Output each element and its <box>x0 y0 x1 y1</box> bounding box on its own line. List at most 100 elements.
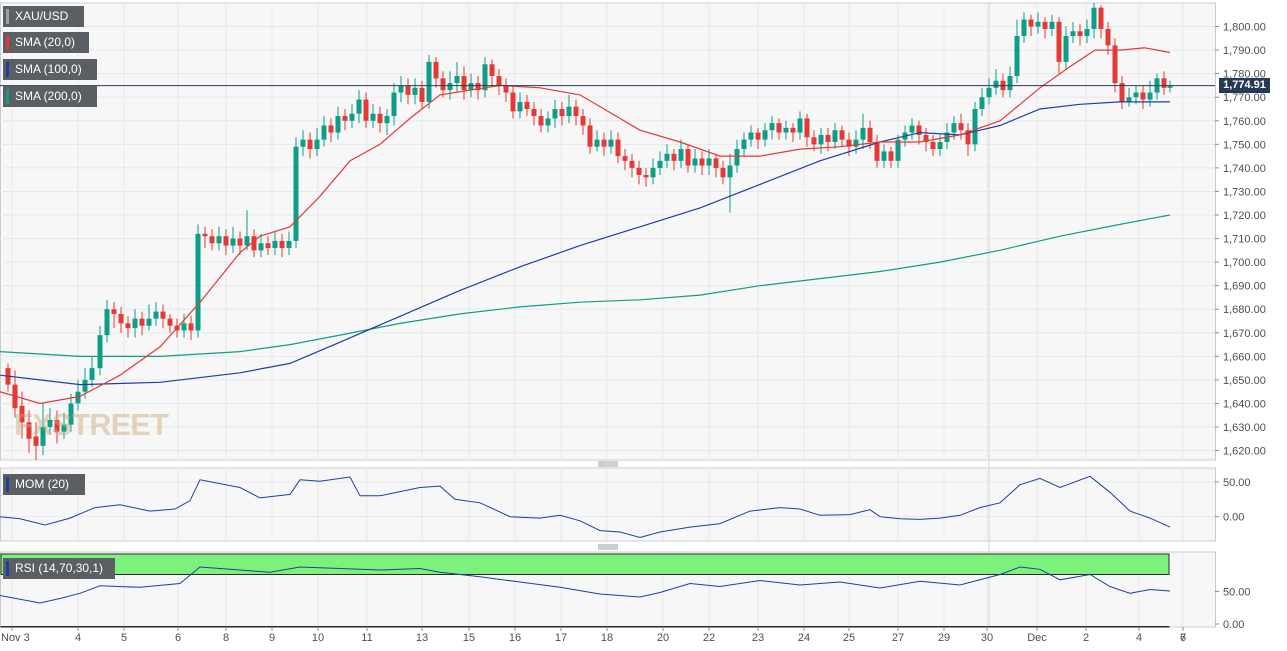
candle-body <box>1112 45 1118 84</box>
candle-body <box>762 130 768 140</box>
x-tick-label: 16 <box>509 632 521 644</box>
candle-body <box>342 116 348 121</box>
y-tick-label: 1,660.00 <box>1223 351 1266 363</box>
x-tick-label: 9 <box>269 632 275 644</box>
y-tick-label: 1,740.00 <box>1223 163 1266 175</box>
candle-body <box>1021 19 1027 36</box>
candle <box>54 410 60 444</box>
candle-body <box>685 149 691 166</box>
candle <box>1028 14 1034 36</box>
candle <box>426 54 432 110</box>
candle-body <box>1063 35 1069 62</box>
candle-body <box>783 127 789 133</box>
candle-body <box>1105 28 1111 46</box>
candle <box>1161 71 1167 95</box>
candle-body <box>370 113 376 121</box>
candle <box>580 109 586 135</box>
candle <box>237 231 243 256</box>
candle <box>335 106 341 140</box>
candle-body <box>419 87 425 102</box>
candle <box>1063 26 1069 69</box>
candle-body <box>1119 83 1125 102</box>
candle <box>342 109 348 131</box>
momentum-legend[interactable]: MOM (20) <box>3 474 85 495</box>
y-tick-label: 1,640.00 <box>1223 398 1266 410</box>
candle-body <box>846 139 852 147</box>
candle-body <box>958 123 964 131</box>
candle <box>181 313 187 338</box>
candle-body <box>867 127 873 142</box>
y-tick-label: 1,620.00 <box>1223 446 1266 458</box>
candle <box>923 127 929 152</box>
candle-body <box>181 323 187 331</box>
candle-body <box>594 139 600 147</box>
candle-body <box>26 422 32 439</box>
candle <box>1140 85 1146 110</box>
candle <box>573 99 579 126</box>
candle-body <box>160 311 166 319</box>
candle-body <box>608 139 614 147</box>
candle-body <box>321 125 327 140</box>
candle <box>783 120 789 140</box>
candle <box>160 304 166 329</box>
candle <box>1098 5 1104 39</box>
candle <box>167 313 173 333</box>
sma200-legend[interactable]: SMA (200,0) <box>3 86 97 107</box>
candle-body <box>195 233 201 331</box>
candle-body <box>377 113 383 124</box>
candle-body <box>40 427 46 446</box>
y-tick-label: 50.00 <box>1223 587 1251 599</box>
sma20-line <box>0 47 1171 405</box>
fxstreet-watermark: FXSTREET <box>14 407 169 442</box>
candle <box>503 78 509 102</box>
candle <box>139 311 145 336</box>
candle-body <box>636 167 642 175</box>
y-tick-label: 1,700.00 <box>1223 257 1266 269</box>
candle-body <box>657 160 663 168</box>
candle-body <box>1042 21 1048 29</box>
candle-body <box>552 109 558 119</box>
price-panel <box>0 2 1216 461</box>
candle <box>986 78 992 105</box>
candle-body <box>1007 76 1013 91</box>
candle <box>545 111 551 133</box>
candle <box>643 167 649 187</box>
candle <box>1133 85 1139 105</box>
rsi-overbought-zone <box>0 553 1170 575</box>
sma100-legend[interactable]: SMA (100,0) <box>3 59 97 80</box>
candle-body <box>727 165 733 178</box>
candle <box>510 85 516 119</box>
candle <box>1084 19 1090 44</box>
candle-body <box>202 233 208 237</box>
symbol-label[interactable]: XAU/USD <box>3 6 84 27</box>
last-price-badge: 1,774.91 <box>1219 77 1270 93</box>
candle <box>230 226 236 253</box>
candle-body <box>412 87 418 95</box>
x-tick-label: 6 <box>1180 632 1186 644</box>
candle <box>1091 3 1097 39</box>
candle <box>1056 17 1062 74</box>
candle-body <box>1014 35 1020 77</box>
sma20-legend[interactable]: SMA (20,0) <box>3 32 89 53</box>
candle <box>587 118 593 154</box>
candle-body <box>720 167 726 178</box>
x-tick-label: 17 <box>555 632 567 644</box>
x-tick-label: 7 <box>1180 632 1186 644</box>
candle-body <box>790 127 796 133</box>
candle-body <box>1077 31 1083 36</box>
candle <box>1119 76 1125 110</box>
rsi-legend[interactable]: RSI (14,70,30,1) <box>3 558 115 579</box>
candle-body <box>265 243 271 248</box>
candle-body <box>692 158 698 166</box>
candle <box>748 125 754 147</box>
candle <box>40 403 46 456</box>
candle <box>1021 12 1027 44</box>
candle <box>314 127 320 157</box>
candle-body <box>1140 92 1146 100</box>
candle-body <box>510 92 516 112</box>
candle <box>146 304 152 331</box>
candle <box>377 106 383 133</box>
candle-body <box>888 151 894 161</box>
x-tick-label: 4 <box>1136 632 1142 644</box>
y-tick-label: 1,720.00 <box>1223 210 1266 222</box>
